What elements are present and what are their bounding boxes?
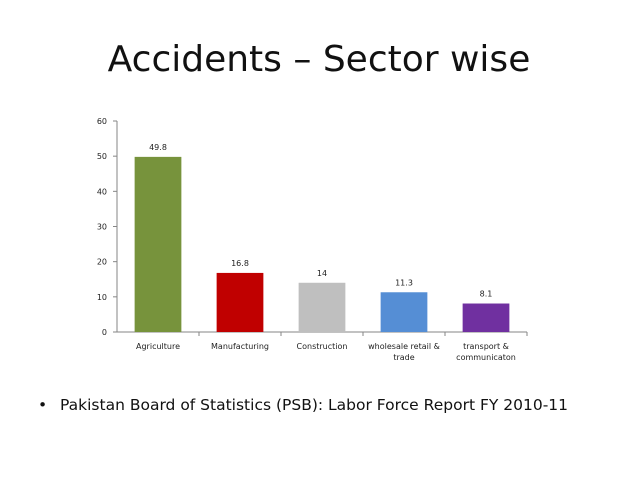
x-tick-label: wholesale retail & trade <box>368 342 440 362</box>
x-tick-label-line: communicaton <box>456 353 516 362</box>
bar <box>216 272 264 332</box>
x-tick-label: Manufacturing <box>211 342 269 351</box>
bar <box>298 282 346 332</box>
bullet-dot-icon: • <box>38 396 48 414</box>
data-label: 8.1 <box>480 290 493 299</box>
y-tick-label: 40 <box>97 187 107 196</box>
y-tick-label: 30 <box>97 223 107 232</box>
y-tick-label: 50 <box>97 152 107 161</box>
slide-title: Accidents – Sector wise <box>107 39 531 80</box>
x-tick-label: Agriculture <box>136 342 180 351</box>
x-tick-label: Construction <box>297 342 348 351</box>
x-tick-label: transport & communicaton <box>456 342 516 362</box>
source-bullet: • Pakistan Board of Statistics (PSB): Lab… <box>38 396 568 414</box>
y-tick-label: 60 <box>97 117 107 126</box>
y-tick-label: 20 <box>97 258 107 267</box>
bar <box>462 303 510 332</box>
bar <box>380 292 428 332</box>
data-label: 14 <box>317 269 327 278</box>
data-label: 16.8 <box>231 259 249 268</box>
x-tick-label-line: Agriculture <box>136 342 180 351</box>
data-label: 11.3 <box>395 278 413 287</box>
x-tick-label-line: trade <box>393 353 414 362</box>
bar <box>134 156 182 332</box>
x-tick-label-line: Construction <box>297 342 348 351</box>
source-text: Pakistan Board of Statistics (PSB): Labo… <box>60 396 569 414</box>
y-tick-label: 0 <box>102 328 107 337</box>
x-tick-label-line: transport & <box>463 342 509 351</box>
data-label: 49.8 <box>149 143 167 152</box>
y-tick-label: 10 <box>97 293 107 302</box>
x-tick-label-line: Manufacturing <box>211 342 269 351</box>
x-tick-label-line: wholesale retail & <box>368 342 440 351</box>
